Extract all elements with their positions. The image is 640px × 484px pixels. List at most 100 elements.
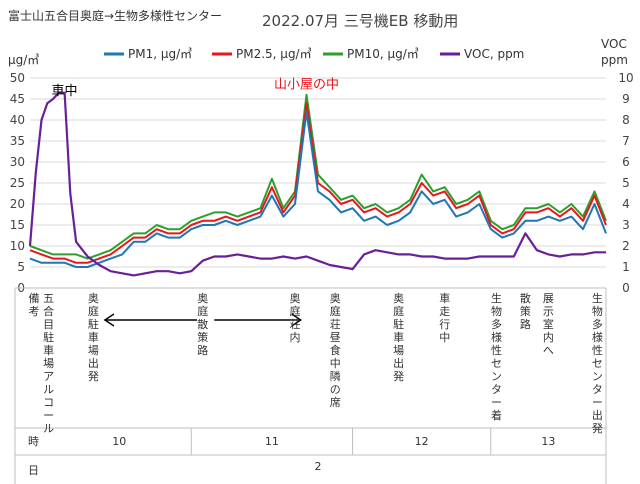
- hour-label: 10: [112, 435, 126, 448]
- series-group: [28, 91, 607, 277]
- x-label-char: 庭: [393, 304, 404, 318]
- right-tick-label: 10: [618, 71, 633, 85]
- right-tick-label: 3: [622, 218, 630, 232]
- x-label-char: ー: [43, 409, 54, 422]
- hour-row-label: 時: [28, 435, 39, 448]
- x-label-char: タ: [491, 383, 502, 396]
- x-label-char: 性: [491, 343, 502, 357]
- x-label-char: 奥: [289, 291, 300, 305]
- x-label-char: 内: [289, 330, 300, 344]
- x-label-char: 奥: [88, 291, 99, 305]
- series-line-0: [29, 110, 607, 268]
- left-tick-label: 35: [10, 134, 25, 148]
- x-label-char: 奥: [330, 291, 341, 305]
- x-label-char: 様: [592, 330, 603, 344]
- right-tick-label: 8: [622, 113, 630, 127]
- annotation-label: 山小屋の中: [274, 78, 339, 93]
- x-label-char: 発: [393, 369, 404, 383]
- hour-label: 13: [541, 435, 555, 448]
- x-label-char: 昼: [330, 331, 341, 344]
- x-label-char: 駐: [393, 317, 404, 331]
- left-tick-label: 5: [17, 260, 25, 274]
- left-tick-label: 30: [10, 155, 25, 169]
- x-label-char: 示: [543, 305, 554, 318]
- right-tick-label: 1: [622, 260, 630, 274]
- right-tick-label: 6: [622, 155, 630, 169]
- x-label-char: 駐: [43, 330, 54, 344]
- x-label-char: 庭: [289, 304, 300, 318]
- x-label-char: 着: [491, 408, 502, 422]
- x-label-char: 出: [88, 356, 99, 370]
- day-row-label: 日: [28, 464, 39, 477]
- x-label-char: 車: [43, 343, 54, 357]
- hour-label: 12: [415, 435, 429, 448]
- x-label-char: タ: [592, 383, 603, 396]
- left-axis-label: μg/㎥: [8, 53, 39, 67]
- right-tick-label: 7: [622, 134, 630, 148]
- x-label-char: 路: [197, 344, 208, 357]
- legend-label: PM10, μg/㎥: [347, 47, 419, 61]
- x-label-char: ン: [491, 370, 502, 383]
- annotation-label: 車中: [52, 84, 78, 99]
- x-label-char: ル: [43, 383, 54, 396]
- x-label-char: 合: [43, 304, 54, 318]
- right-tick-label: 5: [622, 176, 630, 190]
- x-label-char: 場: [43, 357, 54, 370]
- x-category-labels: 備考五合目駐車場アルコール奥庭駐車場出発奥庭散策路奥庭荘内奥庭荘昼食中隣の席奥庭…: [14, 287, 607, 484]
- page-title: 2022.07月 三号機EB 移動用: [262, 12, 458, 30]
- x-label-char: ン: [592, 370, 603, 383]
- x-label-char: 発: [592, 421, 603, 435]
- location-title: 富士山五合目奥庭→生物多様性センター: [8, 8, 222, 23]
- legend: PM1, μg/㎥ PM2.5, μg/㎥ PM10, μg/㎥ VOC, ppm: [104, 47, 524, 61]
- x-label-char: 多: [592, 317, 603, 331]
- hour-label: 11: [265, 435, 279, 448]
- right-axis-label-bottom: ppm: [601, 53, 628, 67]
- series-line-3: [28, 91, 606, 277]
- x-label-char: 生: [491, 291, 502, 305]
- hour-row: 時 10 11 12 13: [28, 428, 555, 455]
- x-label-char: 発: [88, 369, 99, 383]
- x-label-char: ア: [43, 370, 54, 383]
- x-label-char: ル: [43, 422, 54, 435]
- x-label-char: 策: [197, 330, 208, 344]
- left-tick-label: 45: [10, 92, 25, 106]
- x-label-char: 中: [330, 357, 341, 370]
- x-label-char: 出: [592, 408, 603, 422]
- arrow-head: [291, 313, 302, 327]
- right-tick-label: 4: [622, 197, 630, 211]
- x-label-char: 奥: [393, 291, 404, 305]
- right-tick-label: 2: [622, 239, 630, 253]
- x-label-char: 駐: [88, 317, 99, 331]
- x-label-char: 五: [43, 292, 54, 305]
- x-label-char: 多: [491, 317, 502, 331]
- right-tick-label: 0: [622, 281, 630, 295]
- x-label: 散策路: [520, 291, 531, 331]
- right-axis-ticks: 0 1 2 3 4 5 6 7 8 9 10: [618, 71, 633, 295]
- annotations: 車中 山小屋の中: [52, 78, 339, 99]
- x-label-char: 荘: [289, 318, 300, 331]
- x-label-char: 考: [29, 305, 40, 318]
- x-label-char: 奥: [197, 291, 208, 305]
- right-tick-label: 9: [622, 92, 630, 106]
- x-label-char: 展: [543, 292, 554, 305]
- x-label-char: 車: [439, 291, 450, 305]
- x-label-char: 備: [29, 292, 40, 305]
- legend-label: VOC, ppm: [464, 47, 524, 61]
- right-axis-label-top: VOC: [601, 37, 627, 51]
- x-label-char: 場: [88, 344, 99, 357]
- x-label-char: の: [330, 383, 341, 396]
- left-tick-label: 40: [10, 113, 25, 127]
- x-label-char: 場: [393, 344, 404, 357]
- x-label-char: ー: [491, 396, 502, 409]
- x-label-char: 室: [543, 317, 554, 331]
- x-label-char: ー: [592, 396, 603, 409]
